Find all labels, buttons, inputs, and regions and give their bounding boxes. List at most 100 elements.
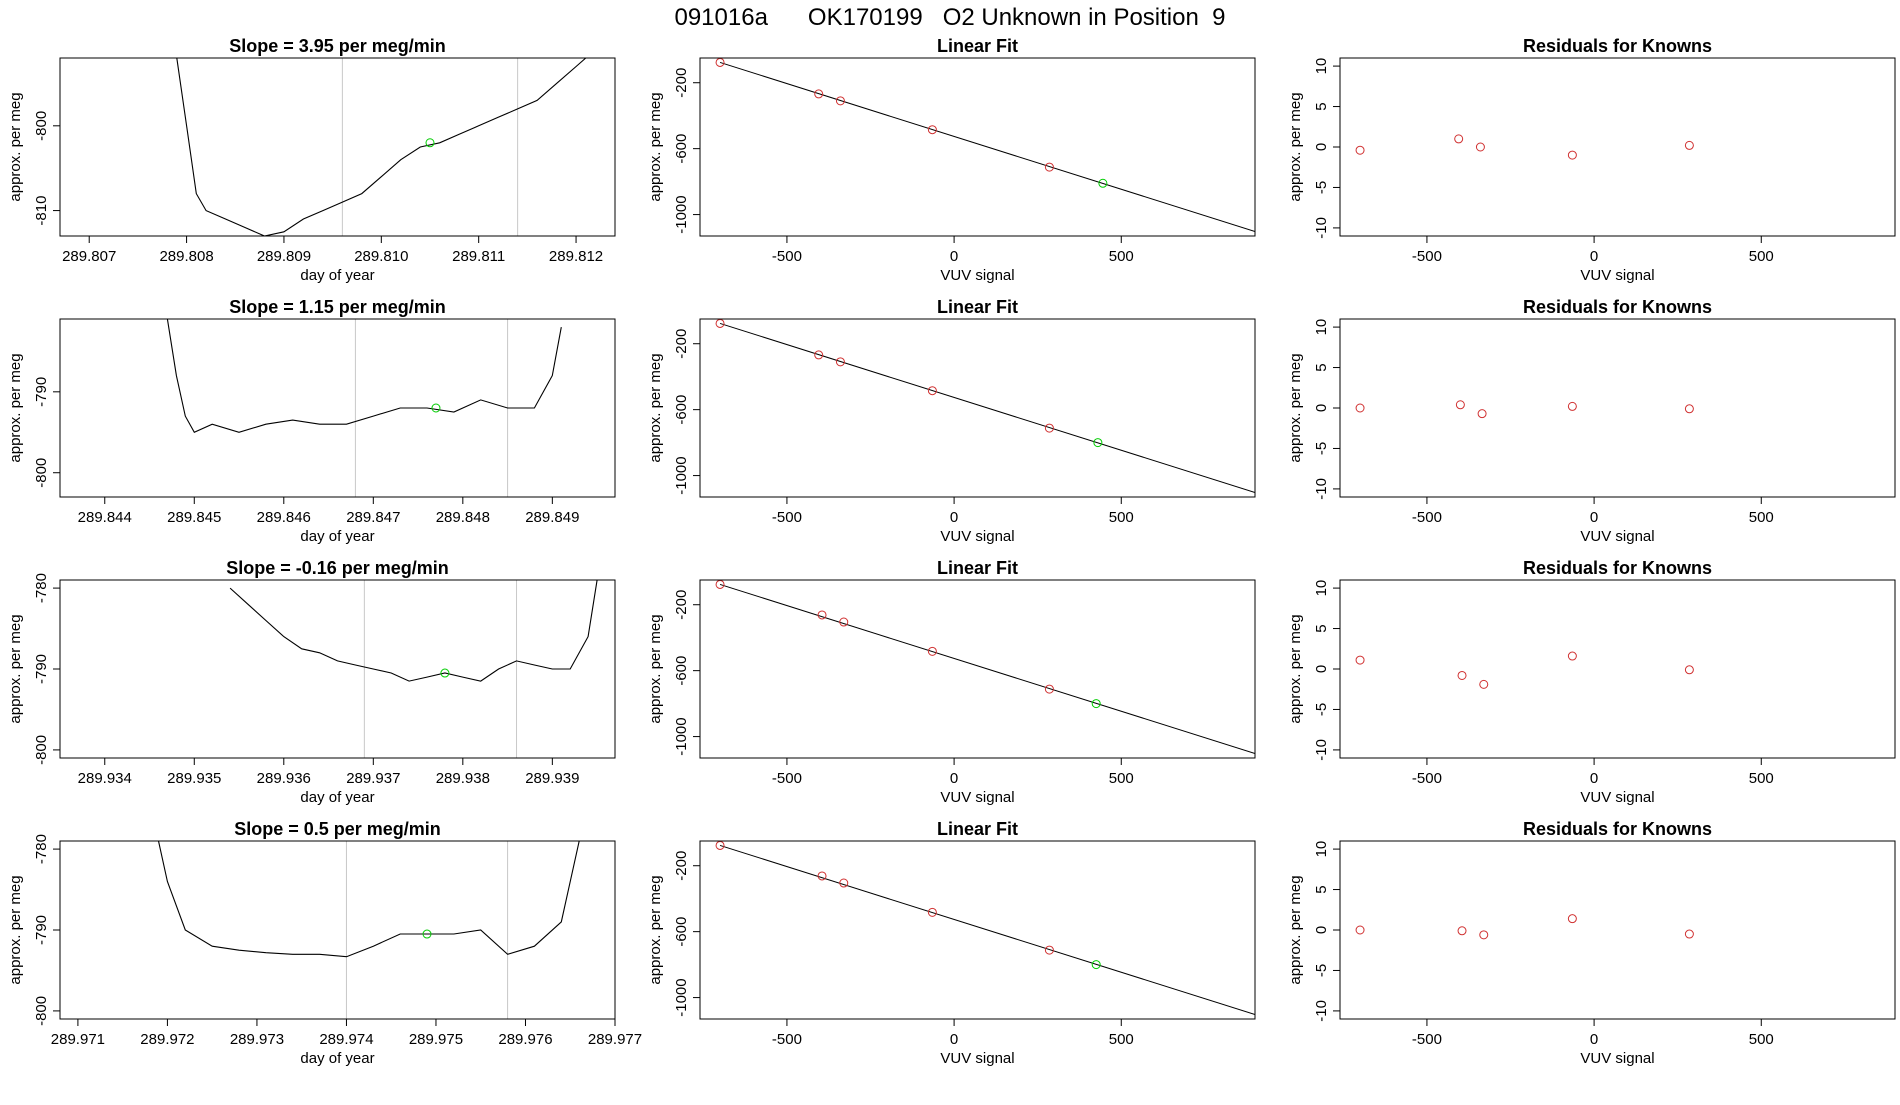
fit-line (719, 61, 1255, 233)
plot-data-group (715, 319, 1255, 494)
x-axis-label: VUV signal (1580, 789, 1654, 806)
y-tick-label: 10 (1313, 319, 1330, 336)
series-line (176, 58, 587, 236)
y-tick-label: 10 (1313, 58, 1330, 75)
x-tick-label: -500 (1412, 1031, 1442, 1048)
y-axis-label: approx. per meg (1287, 92, 1304, 201)
plot-data-group (1355, 651, 1694, 689)
known-point (1355, 925, 1365, 935)
unknown-point (1098, 178, 1108, 188)
y-tick-label: -10 (1313, 1000, 1330, 1022)
y-tick-label: -600 (673, 134, 690, 164)
chart-panel-fit-row-0: Linear Fit -500 0 500 VUV signal -200 -600 -100… (647, 36, 1256, 284)
chart-panel-fit-row-1: Linear Fit -500 0 500 VUV signal -200 -600 -100… (647, 297, 1256, 545)
chart-title: Slope = 0.5 per meg/min (234, 819, 441, 839)
known-point (1355, 145, 1365, 155)
x-tick-label: 289.975 (409, 1031, 463, 1048)
y-tick-label: -780 (33, 834, 50, 864)
known-point (1477, 409, 1487, 419)
plot-frame (1339, 840, 1896, 1020)
known-point (1567, 150, 1577, 160)
x-tick-label: -500 (772, 1031, 802, 1048)
known-point (1567, 651, 1577, 661)
y-axis-label: approx. per meg (647, 875, 664, 984)
y-tick-label: -800 (33, 996, 50, 1026)
x-axis-label: VUV signal (940, 528, 1014, 545)
y-tick-label: 5 (1313, 624, 1330, 632)
y-tick-label: 10 (1313, 580, 1330, 597)
x-tick-label: 289.810 (354, 248, 408, 265)
unknown-marker (422, 929, 432, 939)
plot-frame (59, 318, 616, 498)
known-point (835, 96, 845, 106)
x-tick-label: 289.939 (525, 770, 579, 787)
plot-frame (1339, 579, 1896, 759)
chart-title: Linear Fit (937, 36, 1018, 56)
y-tick-label: 0 (1313, 926, 1330, 934)
x-tick-label: 0 (1590, 509, 1598, 526)
chart-panel-residuals-row-0: Residuals for Knowns -500 0 500 VUV signal 10… (1287, 36, 1896, 284)
x-axis-label: day of year (300, 789, 374, 806)
y-axis-label: approx. per meg (7, 92, 24, 201)
chart-title: Slope = -0.16 per meg/min (226, 558, 449, 578)
plot-frame (699, 579, 1256, 759)
y-tick-label: 5 (1313, 363, 1330, 371)
known-point (814, 89, 824, 99)
fit-line (719, 583, 1255, 755)
x-tick-label: 289.934 (78, 770, 132, 787)
plot-frame (59, 579, 616, 759)
x-tick-label: 289.811 (452, 248, 505, 265)
x-tick-label: -500 (1412, 770, 1442, 787)
unknown-point (1091, 699, 1101, 709)
y-tick-label: -10 (1313, 217, 1330, 239)
chart-panel-timeseries-row-3: Slope = 0.5 per meg/min 289.971 289.972 289… (7, 819, 642, 1067)
y-tick-label: -800 (33, 111, 50, 141)
y-tick-label: -200 (673, 68, 690, 98)
y-axis-label: approx. per meg (1287, 353, 1304, 462)
known-point (1044, 162, 1054, 172)
x-tick-label: -500 (1412, 248, 1442, 265)
y-axis-label: approx. per meg (1287, 875, 1304, 984)
x-tick-label: 289.971 (51, 1031, 105, 1048)
page-title: 091016a OK170199 O2 Unknown in Position … (674, 4, 1226, 31)
x-tick-label: 500 (1749, 248, 1774, 265)
x-tick-label: 500 (1109, 770, 1134, 787)
x-tick-label: 0 (950, 770, 958, 787)
x-tick-label: -500 (772, 509, 802, 526)
y-tick-label: -200 (673, 590, 690, 620)
known-point (1684, 140, 1694, 150)
known-point (1684, 404, 1694, 414)
y-tick-label: 10 (1313, 841, 1330, 858)
plot-data-group (715, 580, 1255, 755)
x-tick-label: 289.936 (257, 770, 311, 787)
x-tick-label: 289.935 (167, 770, 221, 787)
known-point (1457, 670, 1467, 680)
plot-frame (699, 840, 1256, 1020)
chart-panel-residuals-row-1: Residuals for Knowns -500 0 500 VUV signal 10… (1287, 297, 1896, 545)
y-tick-label: -10 (1313, 739, 1330, 761)
y-tick-label: -800 (33, 458, 50, 488)
x-tick-label: -500 (1412, 509, 1442, 526)
known-point (1479, 679, 1489, 689)
x-tick-label: 289.847 (346, 509, 400, 526)
y-tick-label: 0 (1313, 665, 1330, 673)
y-tick-label: 5 (1313, 885, 1330, 893)
y-tick-label: -1000 (673, 195, 690, 233)
plot-frame (699, 57, 1256, 237)
unknown-point (1093, 438, 1103, 448)
chart-panel-timeseries-row-2: Slope = -0.16 per meg/min 289.934 289.935 2… (7, 558, 616, 806)
x-tick-label: -500 (772, 248, 802, 265)
chart-title: Linear Fit (937, 819, 1018, 839)
chart-title: Residuals for Knowns (1523, 819, 1712, 839)
y-tick-label: -5 (1313, 703, 1330, 716)
unknown-point (1091, 960, 1101, 970)
y-axis-label: approx. per meg (1287, 614, 1304, 723)
x-axis-label: VUV signal (1580, 267, 1654, 284)
x-tick-label: 289.807 (62, 248, 116, 265)
chart-title: Residuals for Knowns (1523, 36, 1712, 56)
y-axis-label: approx. per meg (647, 92, 664, 201)
unknown-marker (440, 668, 450, 678)
unknown-marker (425, 138, 435, 148)
x-tick-label: 500 (1749, 770, 1774, 787)
